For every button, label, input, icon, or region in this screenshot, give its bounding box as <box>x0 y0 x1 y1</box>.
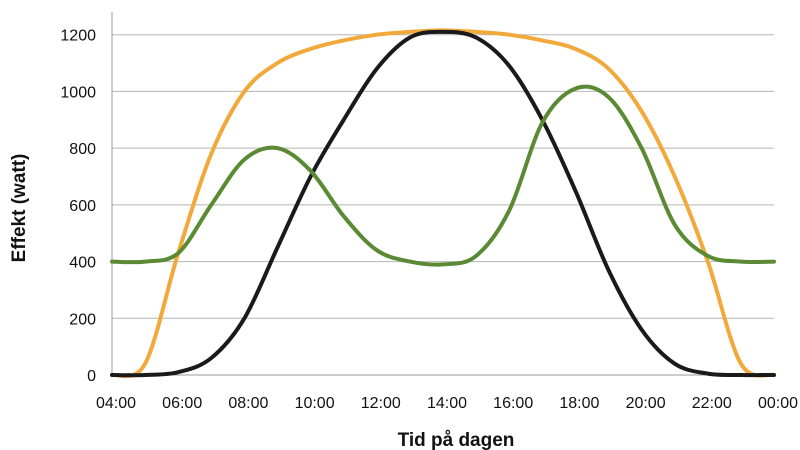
y-tick-label: 1200 <box>60 28 96 45</box>
x-tick-label: 06:00 <box>162 395 202 412</box>
y-tick-label: 1000 <box>60 84 96 101</box>
x-tick-label: 00:00 <box>758 395 798 412</box>
tick-labels: 0 200 400 600 800 1000 1200 04:00 06:00 08:00 10:0… <box>60 28 798 412</box>
x-tick-label: 22:00 <box>692 395 732 412</box>
gridlines <box>112 34 774 319</box>
y-tick-label: 600 <box>69 198 96 215</box>
axes <box>111 12 774 376</box>
x-axis-title: Tid på dagen <box>398 430 515 450</box>
x-tick-label: 08:00 <box>228 395 268 412</box>
series-lines <box>110 28 776 379</box>
x-tick-label: 14:00 <box>427 395 467 412</box>
x-tick-label: 20:00 <box>626 395 666 412</box>
y-tick-label: 200 <box>69 311 96 328</box>
x-tick-label: 12:00 <box>361 395 401 412</box>
x-tick-label: 10:00 <box>295 395 335 412</box>
y-tick-label: 800 <box>69 141 96 158</box>
y-tick-label: 400 <box>69 255 96 272</box>
y-tick-label: 0 <box>87 368 96 385</box>
x-tick-label: 16:00 <box>493 395 533 412</box>
green-series-line <box>110 84 776 267</box>
x-tick-label: 04:00 <box>96 395 136 412</box>
black-series-line <box>110 29 776 378</box>
x-tick-label: 18:00 <box>559 395 599 412</box>
y-axis-title: Effekt (watt) <box>9 154 30 263</box>
